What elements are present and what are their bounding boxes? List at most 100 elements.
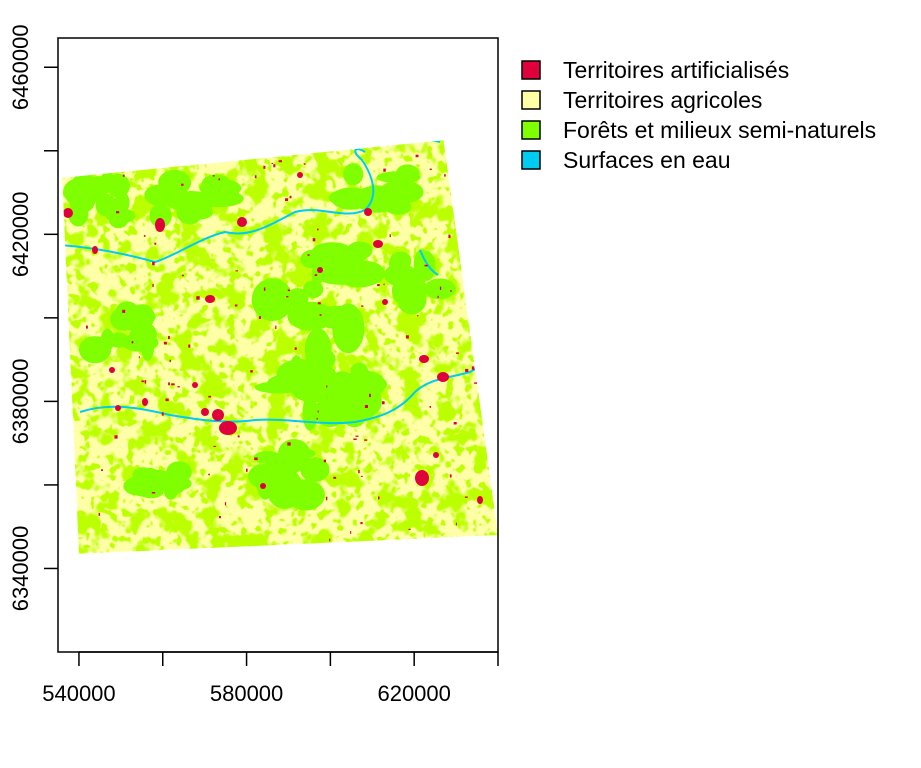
urban-speck (448, 234, 451, 239)
urban-speck (279, 150, 283, 152)
urban-area (201, 408, 209, 416)
urban-speck (471, 204, 474, 207)
urban-speck (151, 492, 156, 494)
urban-area (219, 421, 237, 435)
urban-area (364, 208, 372, 216)
urban-speck (378, 496, 380, 500)
urban-speck (224, 502, 227, 506)
urban-speck (415, 154, 419, 158)
urban-speck (361, 305, 364, 307)
urban-speck (168, 382, 170, 386)
urban-area (260, 483, 266, 489)
urban-speck (263, 165, 266, 169)
forest-patch (300, 457, 330, 482)
urban-speck (131, 341, 134, 344)
urban-speck (213, 445, 217, 447)
urban-speck (385, 549, 388, 551)
urban-speck (389, 234, 391, 238)
urban-speck (364, 439, 368, 441)
urban-speck (383, 168, 386, 172)
river (79, 361, 487, 425)
urban-speck (101, 469, 103, 471)
urban-speck (317, 410, 319, 413)
urban-speck (294, 347, 297, 350)
forest-patch (286, 479, 325, 511)
urban-speck (325, 496, 328, 501)
urban-speck (429, 168, 432, 170)
urban-speck (450, 290, 452, 292)
forest-patch (287, 301, 335, 331)
urban-speck (250, 370, 253, 373)
urban-speck (355, 435, 359, 437)
plot-area (57, 37, 499, 653)
forest-patch (342, 260, 368, 275)
forest-patch (129, 304, 155, 329)
urban-speck (86, 325, 88, 329)
urban-speck (317, 228, 319, 231)
urban-speck (484, 268, 486, 270)
urban-speck (217, 547, 221, 550)
forest-patch (248, 464, 278, 489)
urban-speck (437, 295, 439, 298)
urban-area (109, 367, 115, 373)
urban-speck (453, 422, 457, 425)
urban-speck (408, 528, 411, 531)
urban-area (205, 295, 215, 303)
urban-speck (116, 211, 120, 214)
legend: Territoires artificialisés Territoires ag… (521, 57, 876, 173)
forest-patch (393, 275, 410, 305)
urban-area (237, 217, 247, 227)
urban-speck (254, 175, 257, 179)
urban-speck (208, 473, 210, 476)
urban-speck (254, 457, 258, 461)
urban-speck (323, 459, 326, 463)
forest-patch (251, 278, 294, 322)
urban-speck (449, 474, 452, 478)
urban-area (477, 496, 483, 504)
urban-speck (406, 335, 409, 339)
x-tick-label: 540000 (42, 681, 115, 706)
urban-speck (122, 309, 126, 313)
forest-patch (406, 267, 426, 291)
forest-patch (343, 163, 364, 186)
urban-speck (444, 174, 446, 177)
urban-speck (181, 183, 184, 186)
forest-patch (180, 204, 204, 219)
urban-speck (144, 380, 147, 384)
legend-label: Territoires artificialisés (563, 57, 789, 83)
urban-area (419, 355, 429, 363)
urban-speck (285, 198, 288, 201)
urban-speck (169, 359, 171, 362)
forest-patch (130, 322, 157, 347)
y-tick-label: 6380000 (8, 359, 33, 445)
river (417, 140, 441, 143)
urban-area (115, 405, 121, 411)
urban-speck (307, 254, 310, 256)
y-axis: 6340000 6380000 6420000 6460000 (8, 24, 58, 611)
urban-speck (383, 283, 385, 286)
urban-speck (287, 289, 290, 292)
urban-area (155, 218, 165, 232)
legend-label: Territoires agricoles (563, 87, 762, 113)
urban-speck (360, 522, 363, 525)
urban-areas (63, 150, 486, 551)
x-tick-label: 620000 (377, 681, 450, 706)
forest-patch (310, 255, 326, 272)
urban-speck (319, 314, 322, 316)
urban-speck (177, 386, 180, 388)
urban-speck (218, 516, 221, 519)
forest-patch (283, 447, 316, 460)
urban-speck (424, 264, 428, 267)
urban-speck (163, 341, 167, 345)
urban-speck (258, 316, 261, 319)
urban-speck (474, 382, 478, 384)
urban-speck (152, 284, 154, 288)
x-axis: 540000 580000 620000 (42, 651, 499, 706)
urban-speck (377, 284, 380, 287)
urban-speck (317, 302, 321, 305)
urban-speck (358, 470, 360, 474)
forest-patch (378, 180, 424, 204)
y-tick-label: 6420000 (8, 191, 33, 277)
forest-patch (302, 394, 318, 431)
